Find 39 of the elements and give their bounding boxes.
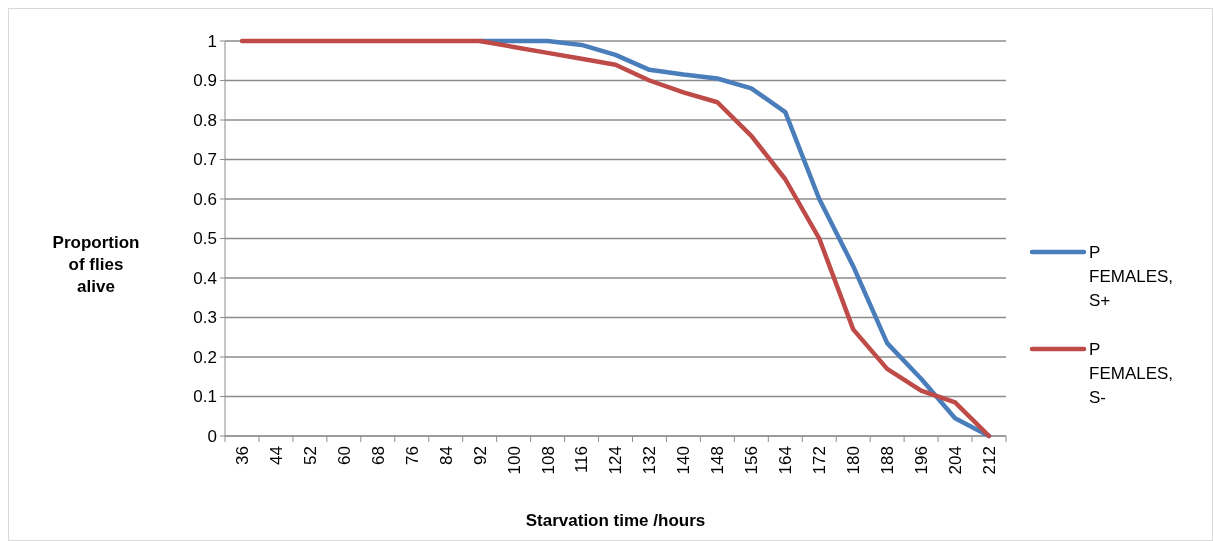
y-tick-label: 0.8 xyxy=(193,110,217,130)
x-tick-label: 164 xyxy=(776,446,796,475)
y-tick-label: 1 xyxy=(207,31,217,51)
y-tick-label: 0 xyxy=(207,426,217,446)
y-tick-label: 0.4 xyxy=(193,268,217,288)
y-tick-label: 0.9 xyxy=(193,71,217,91)
x-tick-label: 212 xyxy=(979,446,999,475)
x-tick-label: 172 xyxy=(810,446,830,475)
x-tick-label: 100 xyxy=(504,446,524,475)
x-tick-label: 156 xyxy=(742,446,762,475)
y-axis-title: Proportion of flies alive xyxy=(52,232,140,296)
x-tick-label: 148 xyxy=(708,446,728,475)
y-tick-label: 0.3 xyxy=(193,308,217,328)
legend-label: P FEMALES, S+ xyxy=(1089,242,1174,310)
x-tick-label: 116 xyxy=(572,446,592,474)
y-tick-label: 0.1 xyxy=(193,387,217,407)
x-axis-title: Starvation time /hours xyxy=(525,511,706,530)
y-tick-label: 0.5 xyxy=(193,229,217,249)
x-tick-label: 188 xyxy=(878,446,898,475)
x-tick-label: 92 xyxy=(470,446,490,465)
x-tick-label: 60 xyxy=(334,446,354,465)
legend-label: P FEMALES, S- xyxy=(1089,339,1174,407)
x-tick-label: 180 xyxy=(844,446,864,475)
x-tick-label: 84 xyxy=(436,446,456,465)
x-tick-label: 124 xyxy=(606,446,626,475)
x-tick-label: 76 xyxy=(402,446,422,465)
line-series xyxy=(239,38,992,439)
x-tick-label: 108 xyxy=(538,446,558,475)
x-tick-label: 204 xyxy=(946,446,966,475)
y-tick-label: 0.7 xyxy=(193,150,217,170)
y-tick-label: 0.2 xyxy=(193,347,217,367)
x-tick-label: 140 xyxy=(674,446,694,475)
x-tick-label: 132 xyxy=(640,446,660,475)
x-tick-label: 196 xyxy=(912,446,932,475)
x-tick-label: 44 xyxy=(266,446,286,465)
y-tick-label: 0.6 xyxy=(193,189,217,209)
x-tick-label: 68 xyxy=(368,446,388,465)
x-tick-label: 52 xyxy=(300,446,320,465)
x-tick-label: 36 xyxy=(232,446,252,465)
